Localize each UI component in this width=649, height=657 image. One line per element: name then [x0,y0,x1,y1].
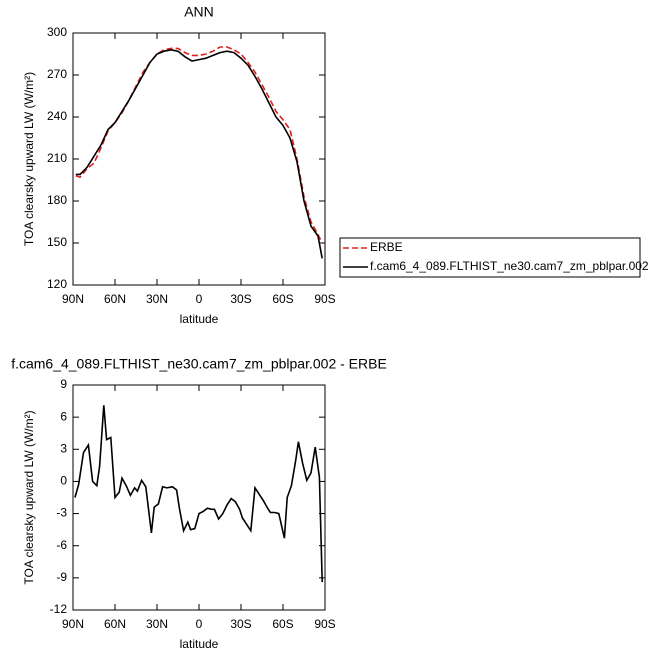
x-tick-label: 60N [104,617,126,631]
x-tick-label: 60S [272,617,293,631]
legend-label: ERBE [370,240,403,254]
chart-title: ANN [184,4,214,20]
x-tick-label: 90N [62,617,84,631]
y-tick-label: 6 [60,409,67,423]
x-tick-label: 90N [62,292,84,306]
series-line [75,46,323,244]
series-line [74,405,323,583]
y-tick-label: 270 [47,67,67,81]
y-tick-label: 240 [47,109,67,123]
x-axis-label: latitude [180,637,219,651]
x-tick-label: 90S [314,617,335,631]
y-tick-label: -6 [56,538,67,552]
x-tick-label: 30N [146,617,168,631]
x-tick-label: 30N [146,292,168,306]
plot-frame [72,32,326,286]
y-tick-label: 0 [60,474,67,488]
y-tick-label: 210 [47,151,67,165]
x-tick-label: 90S [314,292,335,306]
y-axis-label: TOA clearsky upward LW (W/m²) [22,72,36,246]
y-tick-label: 180 [47,193,67,207]
x-tick-label: 60N [104,292,126,306]
x-tick-label: 60S [272,292,293,306]
x-tick-label: 0 [196,292,203,306]
y-axis-label: TOA clearsky upward LW (W/m²) [22,410,36,584]
legend-label: f.cam6_4_089.FLTHIST_ne30.cam7_zm_pblpar… [370,259,649,273]
y-tick-label: 300 [47,25,67,39]
y-tick-label: 9 [60,377,67,391]
legend-box [339,237,641,278]
y-tick-label: 3 [60,441,67,455]
x-axis-label: latitude [180,312,219,326]
y-tick-label: 150 [47,235,67,249]
chart-title: f.cam6_4_089.FLTHIST_ne30.cam7_zm_pblpar… [11,356,387,372]
series-line [75,48,323,259]
x-tick-label: 30S [230,292,251,306]
y-tick-label: 120 [47,277,67,291]
x-tick-label: 30S [230,617,251,631]
y-tick-label: -3 [56,506,67,520]
y-tick-label: -9 [56,570,67,584]
x-tick-label: 0 [196,617,203,631]
y-tick-label: -12 [50,602,68,616]
